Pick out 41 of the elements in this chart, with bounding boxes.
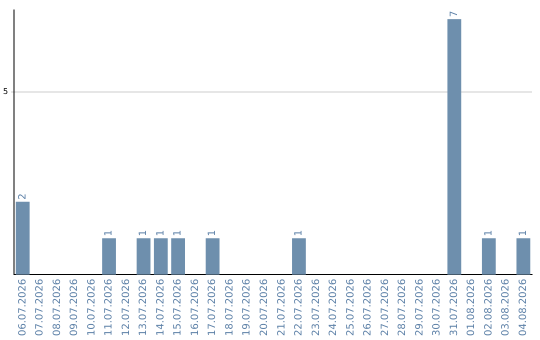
x-tick-label: 18.07.2026	[224, 278, 236, 336]
x-tick-label: 31.07.2026	[448, 278, 460, 336]
x-tick-label: 20.07.2026	[259, 278, 270, 336]
data-label: 1	[155, 230, 166, 236]
data-label: 1	[172, 230, 184, 236]
x-tick-label: 21.07.2026	[276, 278, 288, 336]
data-label: 1	[138, 230, 150, 236]
x-tick-label: 24.07.2026	[328, 278, 340, 336]
y-tick-label: 5	[2, 87, 8, 96]
data-label: 2	[17, 193, 28, 200]
x-tick-label: 02.08.2026	[483, 278, 494, 336]
x-tick-label: 08.07.2026	[52, 278, 63, 336]
x-tick-label: 15.07.2026	[172, 278, 184, 336]
x-tick-label: 23.07.2026	[310, 278, 322, 336]
x-tick-label: 29.07.2026	[414, 278, 426, 336]
x-tick-label: 03.08.2026	[500, 278, 512, 336]
x-tick-label: 30.07.2026	[432, 278, 443, 336]
x-tick-label: 26.07.2026	[362, 278, 374, 336]
x-tick-label: 25.07.2026	[345, 278, 356, 336]
x-tick-label: 27.07.2026	[380, 278, 391, 336]
x-tick-label: 09.07.2026	[69, 278, 80, 336]
data-label: 1	[207, 230, 218, 236]
data-label: 1	[483, 230, 494, 236]
x-tick-label: 12.07.2026	[120, 278, 132, 336]
data-label: 1	[104, 230, 115, 236]
x-tick-label: 10.07.2026	[86, 278, 98, 336]
x-tick-label: 22.07.2026	[294, 278, 305, 336]
x-tick-label: 28.07.2026	[397, 278, 408, 336]
x-tick-label: 19.07.2026	[242, 278, 253, 336]
x-tick-label: 04.08.2026	[518, 278, 529, 336]
x-tick-label: 07.07.2026	[34, 278, 46, 336]
data-label: 1	[294, 230, 305, 236]
x-tick-label: 11.07.2026	[104, 278, 115, 336]
x-tick-label: 17.07.2026	[207, 278, 218, 336]
x-tick-label: 16.07.2026	[190, 278, 201, 336]
data-label: 7	[448, 10, 460, 18]
x-tick-label: 13.07.2026	[138, 278, 150, 336]
x-tick-label: 14.07.2026	[155, 278, 166, 336]
x-tick-label: 06.07.2026	[17, 278, 28, 336]
data-label: 1	[518, 230, 529, 236]
x-tick-label: 01.08.2026	[466, 278, 478, 336]
